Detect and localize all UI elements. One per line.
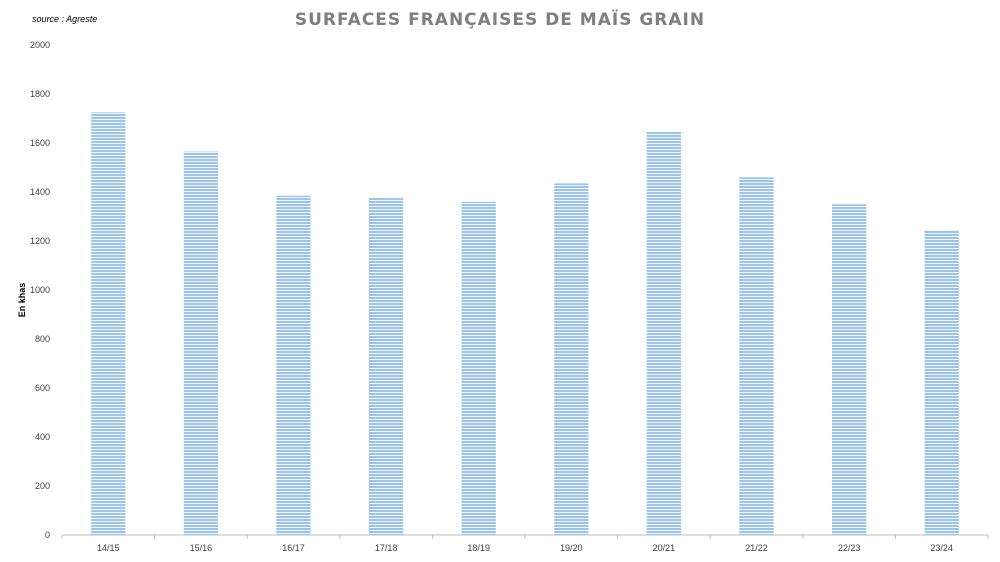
x-tick-label: 23/24: [930, 543, 953, 553]
y-tick-label: 1000: [30, 285, 50, 295]
bar-20-21: [646, 131, 682, 535]
y-tick-label: 1800: [30, 89, 50, 99]
bar-23-24: [924, 229, 959, 535]
bar-22-23: [831, 204, 867, 535]
y-tick-label: 800: [35, 334, 50, 344]
y-tick-label: 0: [45, 530, 50, 540]
y-tick-label: 2000: [30, 40, 50, 50]
x-tick-label: 21/22: [745, 543, 768, 553]
bar-14-15: [91, 112, 126, 535]
y-tick-label: 1600: [30, 138, 50, 148]
x-tick-label: 19/20: [560, 543, 583, 553]
bar-19-20: [554, 183, 589, 536]
bar-16-17: [276, 195, 311, 536]
axes: [61, 534, 989, 539]
y-tick-label: 1200: [30, 236, 50, 246]
y-tick-label: 200: [35, 481, 50, 491]
y-tick-label: 600: [35, 383, 50, 393]
x-tick-label: 16/17: [282, 543, 305, 553]
bar-21-22: [739, 177, 774, 536]
chart-title: SURFACES FRANÇAISES DE MAÏS GRAIN: [294, 10, 706, 30]
y-tick-label: 1400: [30, 187, 50, 197]
bars: [91, 112, 959, 536]
x-tick-label: 22/23: [838, 543, 861, 553]
x-tick-label: 18/19: [467, 543, 490, 553]
bar-18-19: [461, 201, 496, 536]
x-tick-label: 14/15: [97, 543, 120, 553]
x-tick-label: 20/21: [653, 543, 676, 553]
tick-labels: 0 200 400 600 800 1000 1200 1400 1600 1800 2000 14/…: [30, 40, 953, 553]
bar-15-16: [183, 151, 219, 535]
source-note: source : Agreste: [32, 14, 98, 24]
x-tick-label: 17/18: [375, 543, 398, 553]
y-tick-label: 400: [35, 432, 50, 442]
bar-17-18: [368, 198, 404, 535]
x-tick-label: 15/16: [190, 543, 213, 553]
